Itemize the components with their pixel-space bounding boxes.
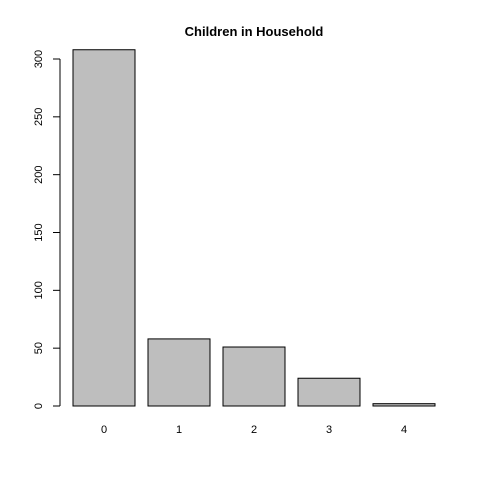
bar-4 — [372, 403, 436, 407]
y-tick-label: 150 — [33, 223, 45, 241]
bar-2 — [222, 346, 286, 407]
bars-group — [72, 49, 436, 407]
y-tick-label: 0 — [33, 403, 45, 409]
x-category-label: 2 — [251, 424, 257, 436]
x-category-label: 4 — [401, 424, 407, 436]
x-axis-labels: 0 1 2 3 4 — [101, 424, 407, 436]
x-category-label: 3 — [326, 424, 332, 436]
y-axis: 0 50 100 150 200 250 300 — [33, 50, 61, 409]
y-tick-label: 50 — [33, 342, 45, 354]
y-tick-label: 250 — [33, 108, 45, 126]
x-category-label: 0 — [101, 424, 107, 436]
chart-title: Children in Household — [185, 24, 324, 39]
bar-3 — [297, 377, 361, 407]
bar-1 — [147, 338, 211, 407]
y-tick-label: 100 — [33, 281, 45, 299]
y-tick-label: 300 — [33, 50, 45, 68]
x-category-label: 1 — [176, 424, 182, 436]
bar-0 — [72, 49, 136, 407]
y-tick-label: 200 — [33, 165, 45, 183]
